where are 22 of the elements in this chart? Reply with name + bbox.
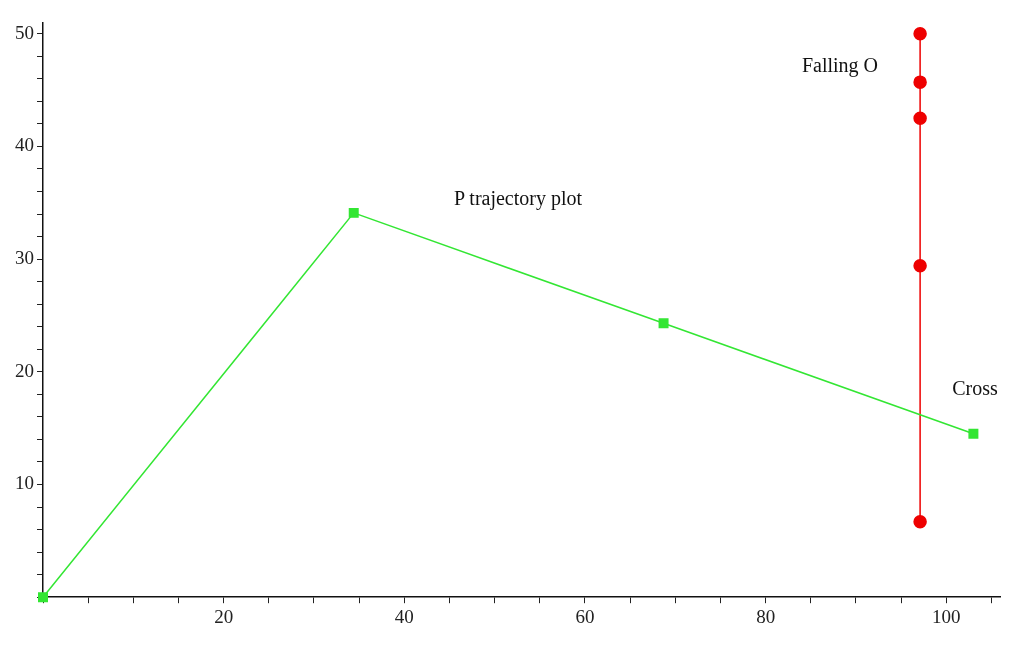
point	[913, 514, 927, 529]
x-tick-label: 100	[932, 605, 961, 627]
y-tick-label: 10	[15, 472, 34, 494]
annotation: Falling O	[801, 53, 879, 77]
point	[913, 26, 927, 41]
point	[913, 111, 927, 125]
annotation: P trajectory plot	[453, 186, 583, 210]
x-tick-label: 80	[756, 605, 776, 627]
x-tick-label: 40	[394, 605, 414, 627]
x-tick-label: 60	[575, 605, 595, 627]
y-tick-label: 50	[15, 21, 34, 43]
point	[348, 207, 359, 218]
point	[658, 318, 669, 329]
x-tick-label: 20	[214, 605, 234, 627]
point	[968, 428, 979, 439]
point	[913, 75, 927, 89]
y-tick-label: 30	[15, 247, 34, 269]
y-tick-label: 20	[15, 359, 34, 381]
point	[38, 592, 48, 603]
point	[913, 259, 927, 273]
y-tick-label: 40	[15, 134, 34, 156]
annotation: Cross	[952, 377, 998, 400]
